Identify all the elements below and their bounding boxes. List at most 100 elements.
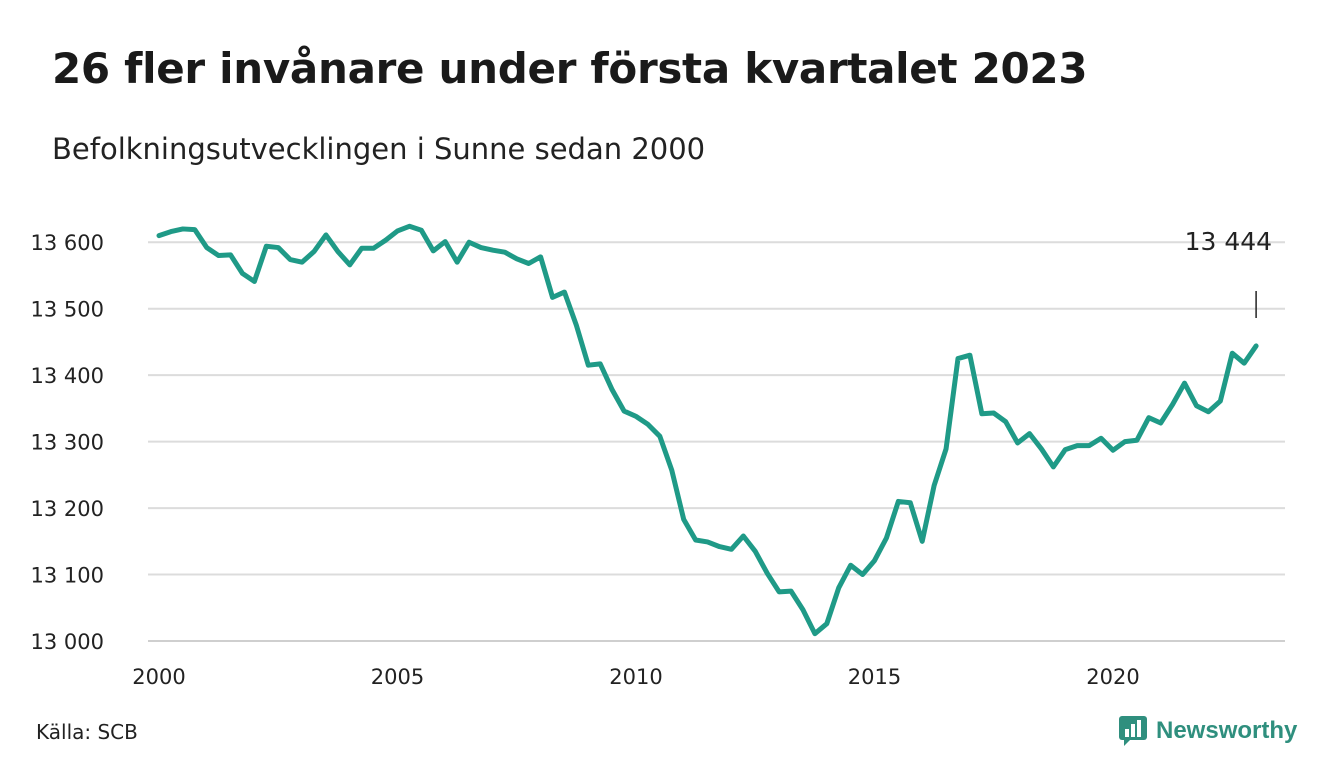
data-point bbox=[1122, 439, 1127, 444]
data-point bbox=[824, 621, 829, 626]
data-point bbox=[1170, 402, 1175, 407]
series-line bbox=[156, 223, 1259, 637]
data-point bbox=[502, 250, 507, 255]
data-point bbox=[383, 238, 388, 243]
data-point bbox=[335, 249, 340, 254]
data-point bbox=[455, 260, 460, 265]
data-point bbox=[478, 245, 483, 250]
data-point bbox=[288, 257, 293, 262]
data-point bbox=[645, 422, 650, 427]
data-point bbox=[1087, 443, 1092, 448]
data-point bbox=[586, 363, 591, 368]
brand-logo: Newsworthy bbox=[1118, 714, 1297, 748]
data-point bbox=[431, 248, 436, 253]
data-point bbox=[634, 414, 639, 419]
data-point bbox=[157, 233, 162, 238]
data-point bbox=[1182, 381, 1187, 386]
data-point bbox=[669, 468, 674, 473]
data-point bbox=[538, 254, 543, 259]
source-note: Källa: SCB bbox=[36, 720, 138, 744]
data-point bbox=[1003, 419, 1008, 424]
data-point bbox=[1063, 447, 1068, 452]
data-point bbox=[1230, 351, 1235, 356]
data-point bbox=[323, 232, 328, 237]
page-subtitle: Befolkningsutvecklingen i Sunne sedan 20… bbox=[52, 132, 706, 166]
data-point bbox=[908, 500, 913, 505]
data-point bbox=[240, 271, 245, 276]
data-point bbox=[562, 290, 567, 295]
data-point bbox=[395, 228, 400, 233]
data-point bbox=[944, 446, 949, 451]
data-point bbox=[1051, 464, 1056, 469]
data-point bbox=[789, 589, 794, 594]
data-point bbox=[657, 434, 662, 439]
data-point bbox=[598, 361, 603, 366]
y-tick-label: 13 300 bbox=[31, 431, 104, 455]
x-tick-label: 2010 bbox=[609, 665, 662, 689]
data-point bbox=[681, 517, 686, 522]
data-point bbox=[610, 387, 615, 392]
data-point bbox=[264, 244, 269, 249]
data-point bbox=[1218, 399, 1223, 404]
data-point bbox=[812, 631, 817, 636]
x-tick-label: 2015 bbox=[848, 665, 901, 689]
data-point bbox=[371, 246, 376, 251]
newsworthy-logo-icon bbox=[1119, 716, 1147, 746]
data-point bbox=[741, 533, 746, 538]
data-point bbox=[717, 544, 722, 549]
data-point bbox=[777, 589, 782, 594]
data-point bbox=[204, 245, 209, 250]
data-point bbox=[729, 547, 734, 552]
data-point bbox=[550, 295, 555, 300]
data-point bbox=[312, 249, 317, 254]
y-tick-label: 13 200 bbox=[31, 497, 104, 521]
data-point bbox=[1206, 409, 1211, 414]
data-point bbox=[1146, 415, 1151, 420]
data-point bbox=[574, 323, 579, 328]
data-point bbox=[1039, 446, 1044, 451]
data-point bbox=[407, 224, 412, 229]
data-point bbox=[860, 572, 865, 577]
data-point bbox=[180, 226, 185, 231]
data-point bbox=[1158, 421, 1163, 426]
data-point bbox=[526, 261, 531, 266]
data-point bbox=[1194, 403, 1199, 408]
data-point bbox=[216, 253, 221, 258]
data-point bbox=[347, 262, 352, 267]
y-tick-label: 13 100 bbox=[31, 564, 104, 588]
data-point bbox=[192, 227, 197, 232]
data-point bbox=[168, 229, 173, 234]
data-point bbox=[967, 353, 972, 358]
data-point bbox=[836, 585, 841, 590]
data-point bbox=[800, 607, 805, 612]
data-point bbox=[1027, 431, 1032, 436]
x-tick-label: 2000 bbox=[132, 665, 185, 689]
data-point bbox=[896, 499, 901, 504]
data-point bbox=[443, 239, 448, 244]
data-point bbox=[1075, 443, 1080, 448]
y-tick-label: 13 400 bbox=[31, 364, 104, 388]
data-point bbox=[920, 539, 925, 544]
data-point bbox=[1242, 361, 1247, 366]
data-point bbox=[276, 245, 281, 250]
y-tick-label: 13 600 bbox=[31, 231, 104, 255]
data-point bbox=[622, 409, 627, 414]
data-point bbox=[490, 248, 495, 253]
data-point bbox=[1134, 438, 1139, 443]
data-point bbox=[419, 228, 424, 233]
x-tick-label: 2005 bbox=[371, 665, 424, 689]
annotation-label: 13 444 bbox=[1185, 227, 1272, 256]
y-tick-label: 13 500 bbox=[31, 298, 104, 322]
data-point bbox=[991, 411, 996, 416]
data-point bbox=[1099, 436, 1104, 441]
data-point bbox=[1254, 343, 1259, 348]
data-point bbox=[884, 535, 889, 540]
data-point bbox=[693, 537, 698, 542]
population-line-chart: 13 000 13 100 13 200 13 300 13 400 13 500 13 6… bbox=[31, 223, 1285, 689]
data-point bbox=[228, 252, 233, 257]
data-point bbox=[753, 549, 758, 554]
data-point bbox=[359, 246, 364, 251]
y-axis-ticks: 13 000 13 100 13 200 13 300 13 400 13 500 13 6… bbox=[31, 231, 104, 654]
data-point bbox=[467, 240, 472, 245]
data-point bbox=[514, 256, 519, 261]
